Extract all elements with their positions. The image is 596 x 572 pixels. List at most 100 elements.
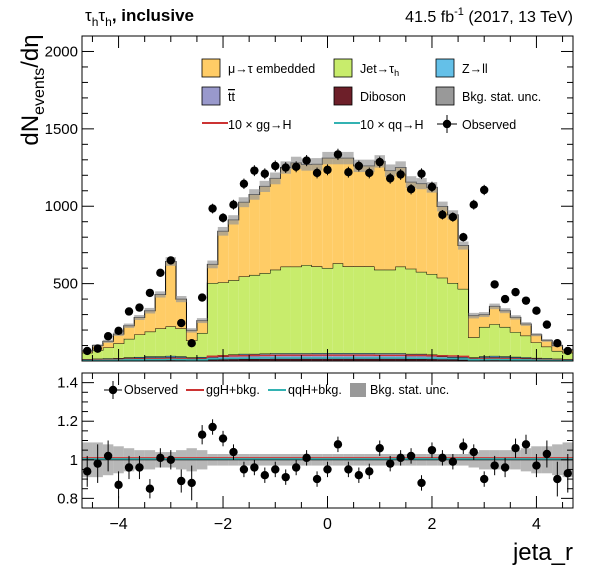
stack-bar [469, 316, 479, 338]
ratio-point [323, 465, 331, 473]
obs-point [219, 214, 227, 222]
stack-bar [176, 329, 186, 357]
obs-point [156, 269, 164, 277]
stack-bar [333, 263, 343, 353]
stack-bar [312, 266, 322, 353]
stack-bar [228, 280, 238, 354]
ratio-point [470, 448, 478, 456]
stack-bar [364, 266, 374, 353]
obs-point [313, 169, 321, 177]
unc-bin [197, 318, 207, 323]
obs-point [334, 150, 342, 158]
stack-bar [521, 336, 531, 358]
ratio-point [146, 485, 154, 493]
legend-label-bkgunc: Bkg. stat. unc. [462, 90, 541, 104]
ratio-point [135, 463, 143, 471]
ratio-legend-swatch-unc [350, 383, 366, 397]
stack-bar [542, 347, 552, 359]
stack-bar [291, 267, 301, 354]
unc-bin [521, 322, 531, 326]
unc-bin [155, 291, 165, 297]
legend-swatch-diboson [334, 87, 352, 105]
ratio-point [564, 469, 572, 477]
stack-bar [155, 329, 165, 357]
legend-marker-obs [443, 120, 451, 128]
ratio-signal-lines [82, 458, 573, 460]
ratio-point [490, 461, 498, 469]
stack-bar [239, 202, 249, 276]
stack-bar [280, 168, 290, 267]
obs-point [208, 204, 216, 212]
obs-point [532, 307, 540, 315]
ratio-legend-label-unc: Bkg. stat. unc. [370, 383, 449, 397]
y-tick-label: 1500 [45, 121, 78, 138]
obs-point [125, 307, 133, 315]
stack-bar [364, 166, 374, 267]
stacked-histogram [82, 158, 573, 361]
legend-label-ttbar: tt [228, 90, 235, 104]
obs-point [449, 213, 457, 221]
stack-bar [343, 266, 353, 353]
unc-bin [186, 328, 196, 332]
stack-bar [406, 182, 416, 269]
stack-bar [395, 168, 405, 267]
unc-bin [458, 242, 468, 250]
unc-bin [479, 312, 489, 317]
obs-point [114, 327, 122, 335]
unc-bin [510, 315, 520, 319]
ratio-point [240, 465, 248, 473]
stack-bar [312, 164, 322, 266]
stack-bar [301, 265, 311, 353]
stack-bar [260, 186, 270, 273]
stack-bar [218, 231, 228, 282]
obs-point [438, 211, 446, 219]
y-axis-label: dNevents/dη [17, 34, 48, 145]
legend-ratio: Observed ggH+bkg. qqH+bkg. Bkg. stat. unc. [104, 381, 449, 399]
ratio-y-tick-label: 1.4 [57, 375, 78, 392]
stack-bar [103, 348, 113, 359]
ratio-point [532, 461, 540, 469]
unc-bin [176, 296, 186, 302]
stack-bar [249, 194, 259, 274]
stack-bar [375, 161, 385, 269]
obs-point [417, 170, 425, 178]
unc-bin [239, 197, 249, 207]
stack-bar [458, 289, 468, 357]
stack-bar [427, 187, 437, 274]
ratio-legend-label-ggh: ggH+bkg. [206, 383, 260, 397]
stack-bar [291, 163, 301, 267]
obs-point [83, 347, 91, 355]
obs-point [459, 233, 467, 241]
stack-bar [448, 283, 458, 356]
legend-swatch-ttbar [202, 87, 220, 105]
ratio-point [344, 465, 352, 473]
ratio-point [114, 481, 122, 489]
obs-point [323, 166, 331, 174]
ratio-legend-marker-obs [109, 386, 117, 394]
ratio-point [386, 459, 394, 467]
stack-bar [260, 273, 270, 353]
unc-bin [134, 315, 144, 320]
stack-bar [375, 270, 385, 354]
unc-bin [270, 173, 280, 185]
obs-point [146, 289, 154, 297]
stack-bar [489, 324, 499, 356]
stack-bar [228, 220, 238, 280]
ratio-point [156, 454, 164, 462]
legend-top: μ→τ embedded Jet→τh Z→lltt Diboson Bkg. stat… [200, 53, 552, 138]
legend-swatch-embedded [202, 59, 220, 77]
unc-bin [343, 152, 353, 164]
stack-bar [270, 270, 280, 354]
stack-bar [333, 158, 343, 263]
x-tick-label: 2 [428, 516, 437, 533]
ratio-point [187, 479, 195, 487]
obs-point [261, 170, 269, 178]
ratio-point [292, 463, 300, 471]
ratio-panel: 0.811.21.4 −4 −2 0 2 4 jeta_r [57, 373, 573, 566]
obs-point [355, 162, 363, 170]
ratio-point [198, 431, 206, 439]
stack-bar [510, 317, 520, 332]
unc-bin [489, 304, 499, 310]
ratio-point [428, 446, 436, 454]
